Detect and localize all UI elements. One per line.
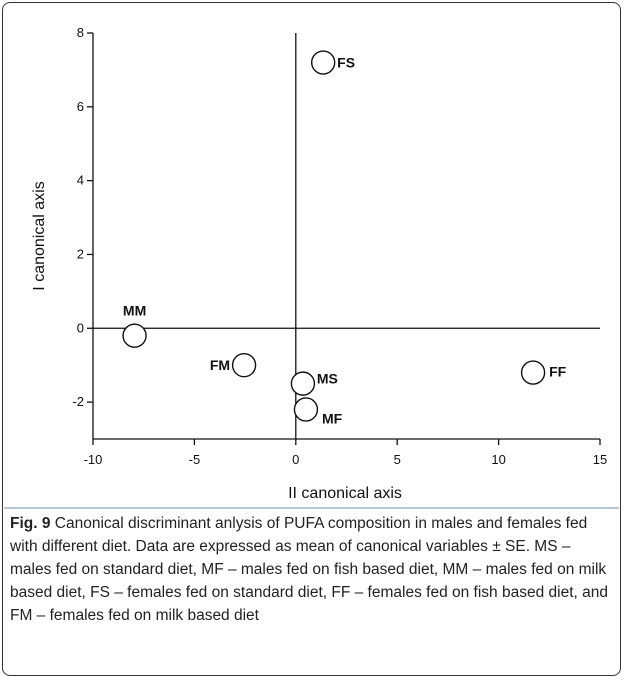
point — [290, 371, 316, 396]
y-tick-label: -2 — [72, 394, 84, 409]
y-axis-label: I canonical axis — [31, 181, 48, 290]
point-label: FM — [210, 357, 230, 373]
x-tick-label: 5 — [394, 452, 401, 467]
caption-label: Fig. 9 — [10, 515, 51, 532]
caption: Fig. 9 Canonical discriminant anlysis of… — [10, 512, 614, 627]
y-tick-label: 4 — [77, 173, 84, 188]
caption-text: Canonical discriminant anlysis of PUFA c… — [10, 515, 608, 624]
chart: II canonical axis I canonical axis -2 0 2 4… — [31, 25, 607, 502]
point — [520, 360, 546, 385]
separator — [4, 507, 619, 509]
point-label: MM — [123, 303, 146, 319]
point-label: MF — [322, 410, 343, 426]
x-axis-label: II canonical axis — [288, 485, 402, 502]
x-tick-label: 0 — [292, 452, 299, 467]
x-tick-label: -10 — [84, 452, 103, 467]
point-label: FS — [337, 55, 355, 71]
x-tick-label: 10 — [491, 452, 505, 467]
point-label: MS — [317, 371, 338, 387]
point-label: FF — [549, 364, 567, 380]
x-tick-label: -5 — [189, 452, 201, 467]
y-tick-label: 2 — [77, 246, 84, 261]
point — [293, 397, 319, 422]
y-tick-label: 8 — [77, 25, 84, 40]
y-tick-label: 6 — [77, 99, 84, 114]
y-tick-label: 0 — [77, 320, 84, 335]
point — [231, 352, 257, 378]
point — [122, 323, 147, 348]
x-tick-label: 15 — [593, 452, 607, 467]
point — [310, 50, 336, 75]
